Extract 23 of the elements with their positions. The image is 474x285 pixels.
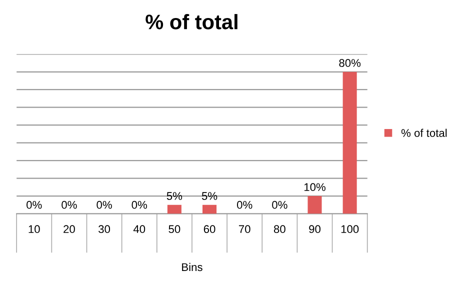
x-tick-label: 40 — [133, 225, 146, 234]
data-label: 80% — [339, 59, 361, 67]
data-label: 5% — [166, 192, 182, 200]
data-label: 0% — [62, 200, 77, 209]
data-label: 10% — [304, 183, 326, 192]
x-tick-label: 90 — [309, 225, 320, 234]
chart-title: % of total — [146, 14, 238, 30]
x-tick-label: 80 — [274, 225, 286, 234]
x-tick-label: 10 — [28, 225, 40, 234]
data-label: 0% — [96, 200, 112, 209]
data-label: 0% — [236, 200, 252, 209]
legend-label: % of total — [401, 128, 447, 137]
data-label: 0% — [26, 200, 42, 209]
data-label: 0% — [272, 200, 288, 209]
x-tick-label: 70 — [238, 225, 250, 234]
x-tick-label: 100 — [341, 225, 359, 234]
x-tick-label: 20 — [64, 225, 75, 234]
x-axis-title: Bins — [182, 262, 202, 272]
data-label: 0% — [132, 200, 147, 209]
x-tick-label: 30 — [98, 225, 110, 234]
x-tick-label: 50 — [168, 225, 180, 234]
x-tick-label: 60 — [204, 225, 216, 234]
data-label: 5% — [202, 192, 218, 200]
